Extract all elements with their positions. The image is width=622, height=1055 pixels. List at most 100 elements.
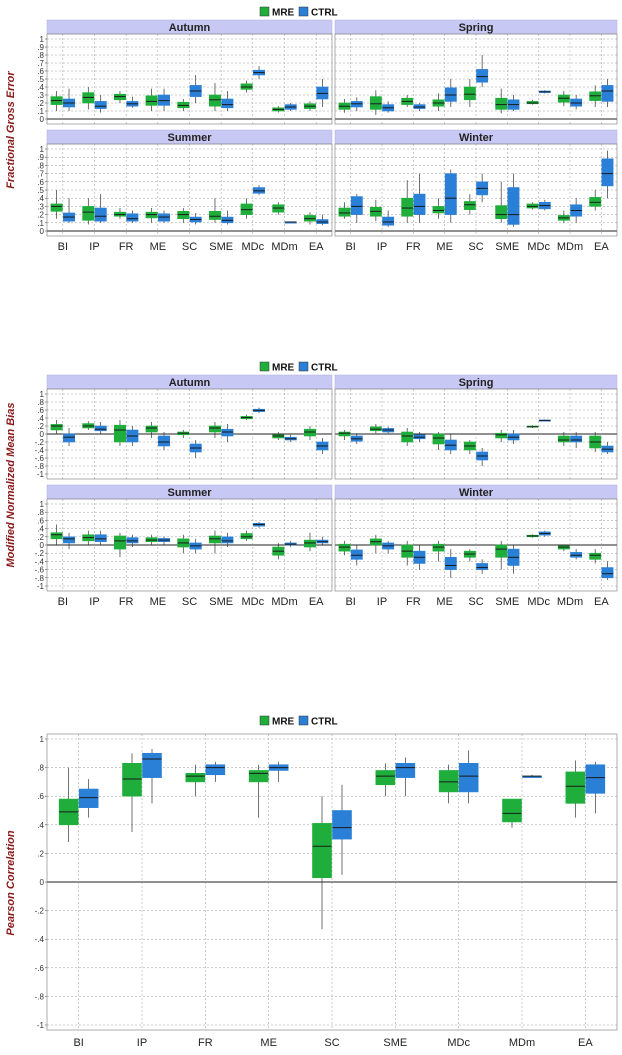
panel-spring: Spring <box>334 19 618 125</box>
legend-label-ctrl: CTRL <box>311 717 338 728</box>
panel-border <box>334 498 618 592</box>
y-tick-label: -.8 <box>35 992 45 1001</box>
legend-swatch-ctrl <box>298 715 309 726</box>
panel-border <box>46 143 333 237</box>
y-tick-label: -.6 <box>35 566 45 575</box>
y-tick-label: .6 <box>37 406 44 415</box>
y-tick-label: -1 <box>37 1021 45 1030</box>
panel-title: Autumn <box>169 22 211 34</box>
legend-label-mre: MRE <box>272 363 295 374</box>
box-ctrl-bi <box>63 536 76 544</box>
x-tick-label: FR <box>406 596 421 608</box>
x-tick-label: FR <box>198 1037 213 1049</box>
y-tick-label: 0 <box>40 430 45 439</box>
box-mre-me <box>145 425 158 433</box>
y-tick-label: 1 <box>40 390 45 399</box>
y-tick-label: 1 <box>40 500 45 509</box>
legend: MRE CTRL <box>259 715 338 728</box>
box-ctrl-sc <box>476 69 489 83</box>
box-ctrl-sme <box>507 187 520 225</box>
y-axis-label: Modified Normalized Mean Bias <box>5 402 17 567</box>
box-ctrl-bi <box>63 433 76 443</box>
y-tick-label: .5 <box>37 75 44 84</box>
y-axis-label: Fractional Gross Error <box>5 71 17 189</box>
x-tick-label: SC <box>468 596 483 608</box>
x-tick-label: EA <box>594 241 609 253</box>
box-ctrl-mdm <box>570 435 583 443</box>
box-ctrl-me <box>158 435 171 447</box>
box-ctrl-ip <box>94 534 107 543</box>
y-tick-label: .2 <box>37 849 44 858</box>
x-tick-label: MDm <box>509 1037 535 1049</box>
y-tick-label: .8 <box>37 764 44 773</box>
x-tick-label: SC <box>324 1037 339 1049</box>
x-tick-label: MDc <box>242 596 265 608</box>
x-tick-label: SME <box>209 596 233 608</box>
y-tick-label: .5 <box>37 186 44 195</box>
box-mre-bi <box>338 431 351 437</box>
y-tick-label: .6 <box>37 792 44 801</box>
legend-label-ctrl: CTRL <box>311 363 338 374</box>
x-tick-label: IP <box>137 1037 147 1049</box>
legend-swatch-mre <box>259 6 270 17</box>
box-mre-mdc <box>240 533 253 540</box>
box-ctrl-ea <box>601 567 614 579</box>
x-tick-label: FR <box>119 241 134 253</box>
panel-title: Winter <box>459 487 494 499</box>
box-ctrl-ip <box>142 752 162 778</box>
box-mre-ip <box>122 763 142 797</box>
panel-title: Autumn <box>169 377 211 389</box>
box-mre-bi <box>338 207 351 217</box>
box-ctrl-sme <box>221 98 234 109</box>
legend: MRE CTRL <box>259 361 338 374</box>
x-tick-label: SC <box>468 241 483 253</box>
y-tick-label: .1 <box>37 107 44 116</box>
panel-winter: Winter BI IP FR ME SC SME MDc MDm EA <box>334 129 618 253</box>
box-ctrl-ip <box>94 425 107 432</box>
box-mre-bi <box>50 532 63 540</box>
x-tick-label: MDc <box>527 596 550 608</box>
x-tick-label: EA <box>594 596 609 608</box>
y-tick-label: 0 <box>40 227 45 236</box>
box-ctrl-ea <box>601 85 614 102</box>
box-ctrl-mdc <box>458 763 479 793</box>
box-mre-fr <box>113 535 126 550</box>
box-mre-sme <box>495 432 508 439</box>
box-mre-sme <box>495 205 508 220</box>
y-tick-label: .8 <box>37 161 44 170</box>
y-tick-label: .6 <box>37 516 44 525</box>
y-tick-label: .3 <box>37 91 44 100</box>
panel-border <box>334 33 618 125</box>
box-ctrl-fr <box>126 537 139 544</box>
panel-title: Winter <box>459 132 494 144</box>
x-tick-label: IP <box>377 241 387 253</box>
panel-correlation: -1 -.8 -.6 -.4 -.2 0 .2 .4 .6 .8 1 BI IP FR ME SC SME MDc… <box>35 733 618 1049</box>
panel-spring: Spring <box>334 374 618 480</box>
legend-swatch-mre <box>259 361 270 372</box>
box-mre-me <box>432 543 445 552</box>
y-tick-label: .6 <box>37 67 44 76</box>
box-mre-sc <box>463 201 476 210</box>
box-mre-fr <box>113 424 126 443</box>
y-tick-label: .6 <box>37 178 44 187</box>
box-ctrl-fr <box>126 213 139 222</box>
box-ctrl-bi <box>78 788 99 808</box>
x-tick-label: MDc <box>447 1037 470 1049</box>
x-tick-label: MDc <box>527 241 550 253</box>
box-ctrl-sme <box>395 763 416 778</box>
y-tick-label: 1 <box>40 735 45 744</box>
box-mre-bi <box>50 203 63 212</box>
panel-border <box>46 388 333 480</box>
box-mre-me <box>432 433 445 445</box>
y-tick-label: .4 <box>37 194 44 203</box>
y-tick-label: -.8 <box>35 574 45 583</box>
box-mre-mdc <box>438 770 459 793</box>
box-mre-mdm <box>557 435 570 443</box>
x-tick-label: BI <box>73 1037 83 1049</box>
y-tick-label: -.4 <box>35 557 45 566</box>
box-mre-me <box>248 770 269 783</box>
y-tick-label: 0 <box>40 115 45 124</box>
y-tick-label: -.8 <box>35 462 45 471</box>
box-mre-sme <box>208 535 221 544</box>
